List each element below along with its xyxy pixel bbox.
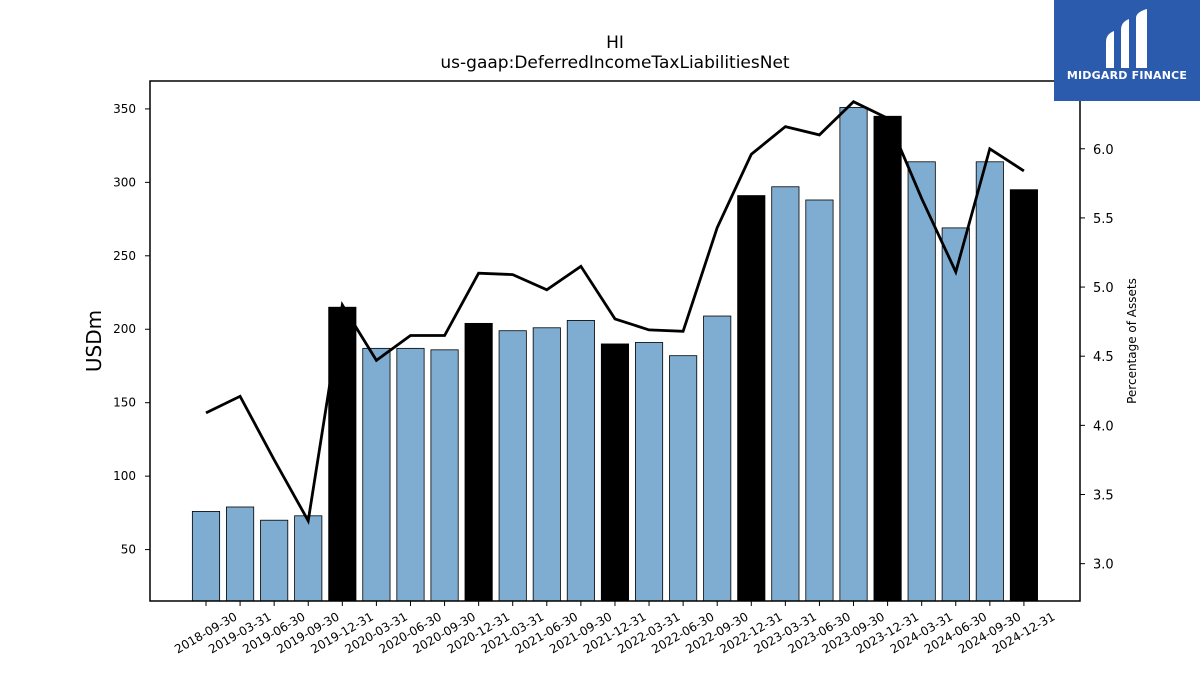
chart-title: HI <box>606 33 624 53</box>
y-tick-label: 100 <box>113 469 136 483</box>
bar-2023-12-31 <box>873 115 902 602</box>
chart-subtitle: us-gaap:DeferredIncomeTaxLiabilitiesNet <box>440 53 790 73</box>
y-tick-label: 150 <box>113 396 136 410</box>
y2-tick-label: 5.0 <box>1093 281 1114 296</box>
bar-2023-06-30 <box>805 199 834 602</box>
y-tick-label: 350 <box>113 102 136 116</box>
y2-tick-label: 3.5 <box>1093 489 1114 504</box>
brand-logo: MIDGARD FINANCE <box>1054 0 1200 101</box>
y-tick-label: 50 <box>121 543 136 557</box>
bar-2024-06-30 <box>941 227 970 602</box>
bar-2024-03-31 <box>907 161 936 602</box>
x-axis-ticks: 2018-09-302019-03-312019-06-302019-09-30… <box>172 601 1057 656</box>
line-series <box>205 100 1025 526</box>
bar-2022-03-31 <box>634 342 664 602</box>
bar-2020-06-30 <box>396 347 425 602</box>
bar-2023-09-30 <box>839 107 868 602</box>
bar-2019-03-31 <box>226 506 255 602</box>
bar-series <box>191 107 1038 602</box>
bar-2022-09-30 <box>703 315 732 602</box>
logo-mark-icon <box>1106 9 1147 68</box>
brand-name: MIDGARD FINANCE <box>1066 69 1188 82</box>
bar-2019-06-30 <box>260 519 289 602</box>
bar-2024-12-31 <box>1009 189 1038 602</box>
bar-2021-12-31 <box>600 343 630 602</box>
bar-2020-09-30 <box>430 349 459 602</box>
bar-2020-03-31 <box>362 347 391 602</box>
y2-tick-label: 4.0 <box>1093 419 1114 434</box>
bar-2021-09-30 <box>566 320 595 602</box>
y-tick-label: 300 <box>113 175 136 189</box>
y2-axis-label: Percentage of Assets <box>1125 278 1139 404</box>
bar-2023-03-31 <box>771 186 800 602</box>
bar-2018-09-30 <box>191 510 221 602</box>
bar-2021-06-30 <box>532 327 561 602</box>
y-tick-label: 250 <box>113 249 136 263</box>
y2-tick-label: 6.0 <box>1093 143 1114 158</box>
y-axis-label: USDm <box>82 310 106 372</box>
bar-2022-12-31 <box>737 195 766 602</box>
bar-2019-12-31 <box>328 306 357 602</box>
bar-2024-09-30 <box>975 161 1004 602</box>
y2-tick-label: 3.0 <box>1093 558 1114 573</box>
y2-tick-label: 5.5 <box>1093 212 1114 227</box>
y-tick-label: 200 <box>113 322 136 336</box>
percentage-line <box>205 100 1025 526</box>
bar-2021-03-31 <box>498 330 527 602</box>
right-axis-ticks: 3.0 3.5 4.0 4.5 5.0 5.5 6.0 <box>1080 143 1114 573</box>
bar-2019-09-30 <box>294 515 323 602</box>
y2-tick-label: 4.5 <box>1093 350 1114 365</box>
bar-2022-06-30 <box>669 355 698 602</box>
left-axis-ticks: 50 100 150 200 250 300 350 <box>113 102 150 557</box>
bar-2020-12-31 <box>464 322 493 602</box>
